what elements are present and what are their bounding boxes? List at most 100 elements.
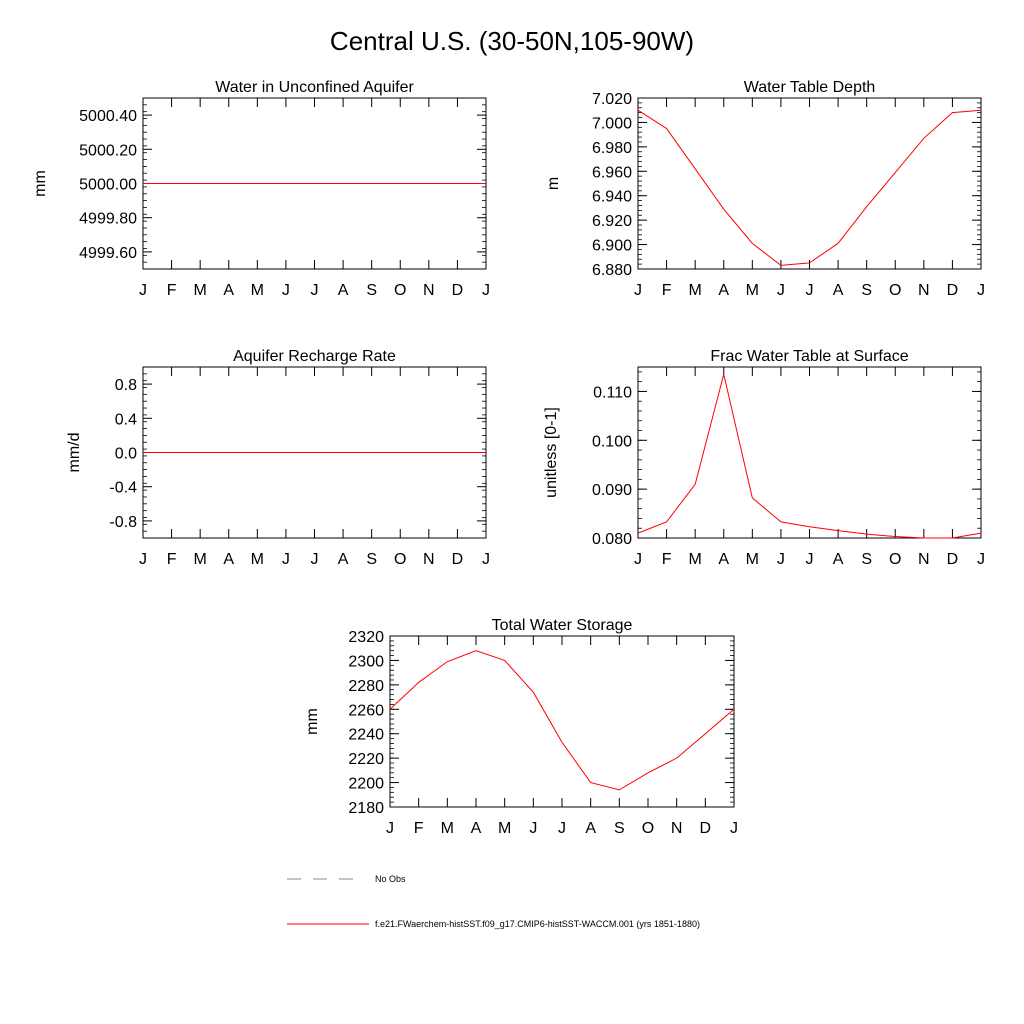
- x-tick-label: D: [947, 282, 959, 299]
- x-tick-label: O: [394, 282, 406, 299]
- x-tick-label: J: [282, 551, 290, 568]
- y-tick-label: 4999.60: [79, 245, 137, 262]
- x-tick-label: J: [777, 551, 785, 568]
- x-tick-label: A: [718, 551, 729, 568]
- legend-model-label: f.e21.FWaerchem-histSST.f09_g17.CMIP6-hi…: [375, 919, 700, 929]
- y-axis-label: mm: [32, 170, 49, 197]
- x-tick-label: D: [947, 551, 959, 568]
- x-tick-label: M: [689, 551, 702, 568]
- y-tick-label: 2320: [348, 629, 384, 646]
- x-tick-label: F: [662, 282, 672, 299]
- x-tick-label: A: [471, 820, 482, 837]
- y-tick-label: 5000.40: [79, 108, 137, 125]
- x-tick-label: A: [833, 282, 844, 299]
- x-tick-label: M: [441, 820, 454, 837]
- panel-title: Frac Water Table at Surface: [710, 348, 908, 365]
- y-axis-label: mm/d: [66, 433, 83, 473]
- x-tick-label: J: [777, 282, 785, 299]
- x-tick-label: M: [746, 282, 759, 299]
- y-axis-label: m: [545, 177, 562, 190]
- x-tick-label: J: [139, 551, 147, 568]
- x-tick-label: N: [918, 551, 930, 568]
- x-tick-label: N: [423, 282, 435, 299]
- x-tick-label: A: [338, 282, 349, 299]
- y-tick-label: 0.090: [592, 482, 632, 499]
- y-tick-label: 5000.00: [79, 177, 137, 194]
- series-line: [637, 109, 982, 266]
- panel-title: Total Water Storage: [492, 617, 633, 634]
- x-tick-label: A: [833, 551, 844, 568]
- series-line: [637, 374, 982, 539]
- x-tick-label: M: [251, 551, 264, 568]
- x-tick-label: S: [861, 551, 872, 568]
- y-tick-label: -0.4: [109, 480, 137, 497]
- y-tick-label: 6.960: [592, 164, 632, 181]
- x-tick-label: D: [452, 282, 464, 299]
- x-tick-label: F: [167, 282, 177, 299]
- y-tick-label: 2280: [348, 678, 384, 695]
- x-tick-label: A: [338, 551, 349, 568]
- x-tick-label: J: [634, 282, 642, 299]
- y-tick-label: 5000.20: [79, 142, 137, 159]
- y-axis-label: mm: [304, 708, 321, 735]
- y-tick-label: 6.900: [592, 238, 632, 255]
- x-tick-label: J: [482, 551, 490, 568]
- panel-frac-water-table: Frac Water Table at Surface unitless [0-1…: [543, 348, 985, 568]
- x-tick-label: M: [194, 282, 207, 299]
- y-tick-label: 2220: [348, 751, 384, 768]
- x-tick-label: J: [311, 551, 319, 568]
- x-tick-label: M: [689, 282, 702, 299]
- x-tick-label: O: [889, 551, 901, 568]
- y-tick-label: 6.980: [592, 140, 632, 157]
- x-tick-label: J: [482, 282, 490, 299]
- x-tick-label: M: [746, 551, 759, 568]
- x-tick-label: O: [642, 820, 654, 837]
- x-tick-label: J: [730, 820, 738, 837]
- x-tick-label: F: [662, 551, 672, 568]
- figure-title: Central U.S. (30-50N,105-90W): [330, 26, 694, 56]
- x-tick-label: F: [167, 551, 177, 568]
- x-tick-label: N: [671, 820, 683, 837]
- x-tick-label: J: [806, 551, 814, 568]
- x-tick-label: O: [889, 282, 901, 299]
- x-tick-label: D: [452, 551, 464, 568]
- plot-frame: [637, 97, 982, 270]
- y-tick-label: 0.100: [592, 433, 632, 450]
- y-axis-label: unitless [0-1]: [543, 407, 560, 498]
- legend: No Obs f.e21.FWaerchem-histSST.f09_g17.C…: [287, 874, 700, 929]
- x-tick-label: J: [529, 820, 537, 837]
- x-tick-label: S: [366, 551, 377, 568]
- x-tick-label: S: [614, 820, 625, 837]
- x-tick-label: M: [194, 551, 207, 568]
- y-tick-label: 6.920: [592, 213, 632, 230]
- x-tick-label: D: [700, 820, 712, 837]
- x-tick-label: J: [139, 282, 147, 299]
- y-tick-label: 6.940: [592, 189, 632, 206]
- x-tick-label: O: [394, 551, 406, 568]
- x-tick-label: J: [634, 551, 642, 568]
- y-tick-label: 0.110: [593, 384, 632, 401]
- plot-frame: [389, 635, 735, 808]
- y-tick-label: 4999.80: [79, 211, 137, 228]
- legend-obs-label: No Obs: [375, 874, 406, 884]
- x-tick-label: A: [718, 282, 729, 299]
- x-tick-label: J: [386, 820, 394, 837]
- panel-title: Water Table Depth: [744, 79, 876, 96]
- y-tick-label: 2180: [348, 800, 384, 817]
- x-tick-label: J: [282, 282, 290, 299]
- y-tick-label: 0.080: [592, 531, 632, 548]
- y-tick-label: 0.4: [115, 411, 137, 428]
- x-tick-label: N: [423, 551, 435, 568]
- panel-title: Water in Unconfined Aquifer: [215, 79, 414, 96]
- y-tick-label: 6.880: [592, 262, 632, 279]
- x-tick-label: M: [498, 820, 511, 837]
- y-tick-label: 2260: [348, 702, 384, 719]
- y-tick-label: 2200: [348, 776, 384, 793]
- x-tick-label: A: [223, 551, 234, 568]
